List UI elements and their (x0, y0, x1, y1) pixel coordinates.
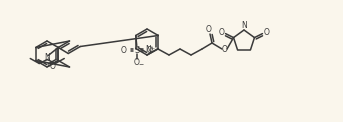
Text: O: O (218, 28, 224, 37)
Text: −: − (138, 61, 143, 66)
Text: +: + (149, 46, 155, 51)
Text: O: O (121, 46, 127, 55)
Text: S: S (134, 46, 139, 55)
Text: O: O (263, 28, 269, 37)
Text: O: O (222, 45, 228, 54)
Text: O: O (147, 46, 153, 55)
Text: N: N (145, 46, 151, 55)
Text: N: N (44, 53, 50, 62)
Text: O: O (49, 62, 55, 71)
Text: N: N (241, 20, 247, 30)
Text: O: O (206, 25, 212, 35)
Text: O: O (134, 58, 140, 67)
